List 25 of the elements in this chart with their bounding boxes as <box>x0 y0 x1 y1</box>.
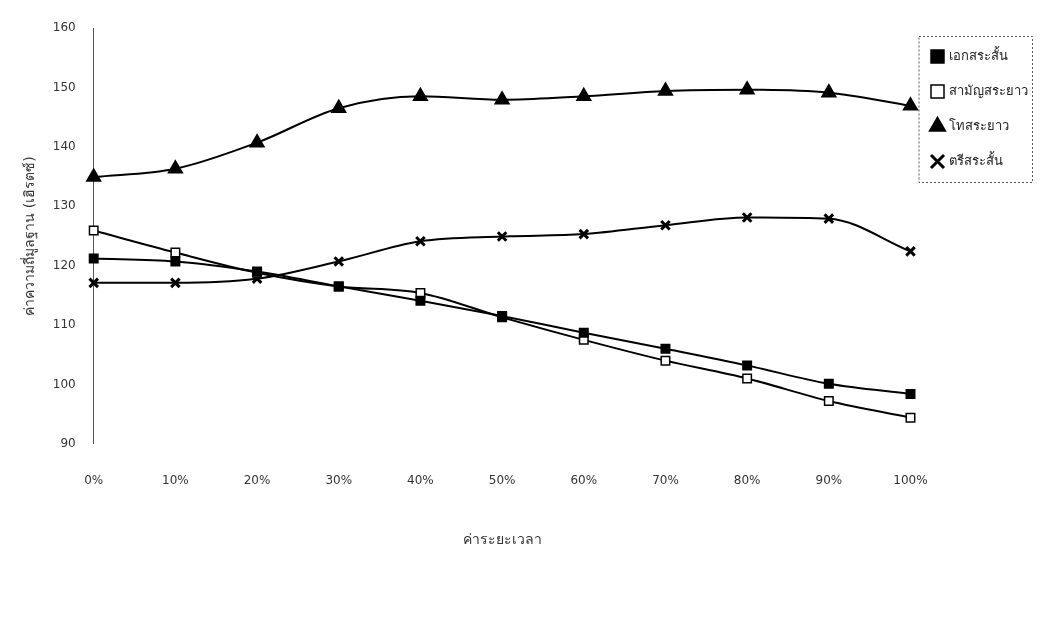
x-axis-title: ค่าระยะเวลา <box>462 531 542 548</box>
y-tick-label: 150 <box>52 79 76 94</box>
x-tick-label: 0% <box>84 473 104 488</box>
legend-label: ตรีสระสั้น <box>949 150 1003 168</box>
x-tick-label: 90% <box>815 473 843 488</box>
y-tick-label: 90 <box>60 435 76 450</box>
y-tick-label: 120 <box>52 257 76 272</box>
x-tick-label: 30% <box>325 473 353 488</box>
y-axis-title: ค่าความถี่มูลฐาน (เฮิรตซ์) <box>20 156 39 316</box>
x-tick-label: 60% <box>570 473 598 488</box>
y-tick-label: 100 <box>52 376 76 391</box>
x-tick-label: 20% <box>243 473 271 488</box>
legend-label: โทสระยาว <box>949 117 1009 133</box>
x-tick-label: 100% <box>893 473 928 488</box>
x-tick-label: 10% <box>162 473 189 488</box>
x-tick-label: 40% <box>407 473 434 488</box>
y-tick-label: 160 <box>52 20 76 35</box>
y-tick-label: 140 <box>52 138 76 153</box>
x-tick-label: 70% <box>652 473 679 488</box>
x-tick-label: 50% <box>488 473 516 488</box>
x-tick-label: 80% <box>733 473 761 488</box>
y-tick-label: 130 <box>52 198 76 213</box>
legend-label: สามัญสระยาว <box>949 82 1028 98</box>
y-tick-label: 110 <box>52 317 76 332</box>
legend-label: เอกสระสั้น <box>949 45 1008 63</box>
